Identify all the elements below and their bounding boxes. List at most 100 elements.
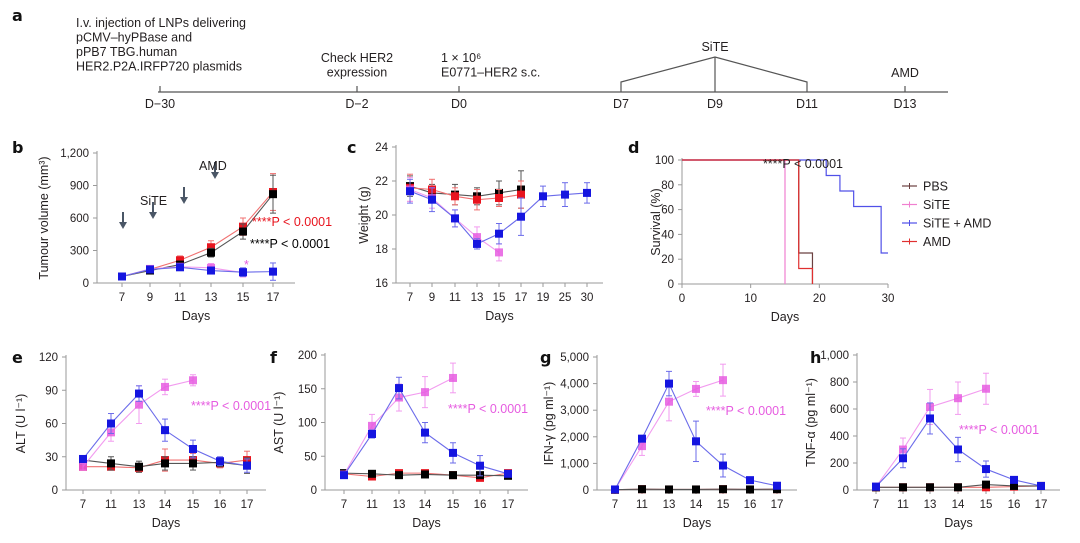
y-axis-label: TNF-α (pg ml⁻¹) xyxy=(804,378,818,467)
data-point-site xyxy=(473,233,481,242)
x-tick-label: 17 xyxy=(502,499,515,511)
data-point-site xyxy=(135,400,143,409)
x-tick-label: 10 xyxy=(744,293,757,305)
timeline-event-text: pPB7 TBG.human xyxy=(76,45,177,59)
data-point-site_amd xyxy=(216,457,224,466)
x-tick-label: 13 xyxy=(471,292,484,304)
data-point-site_amd xyxy=(421,428,429,437)
annotation-site: SiTE xyxy=(140,194,167,208)
y-tick-label: 0 xyxy=(583,485,589,497)
p-value: ****P < 0.0001 xyxy=(763,157,843,171)
data-point-site_amd xyxy=(1010,475,1018,484)
y-axis-label: ALT (U l⁻¹) xyxy=(14,394,28,454)
timeline-event-text: 1 × 10⁶ xyxy=(441,51,481,65)
y-tick-label: 400 xyxy=(830,431,849,443)
x-tick-label: 7 xyxy=(873,499,879,511)
data-point-site xyxy=(421,388,429,397)
x-tick-label: 7 xyxy=(119,292,125,304)
timeline-day-label: D9 xyxy=(707,97,723,111)
data-point-site_amd xyxy=(954,445,962,454)
data-point-pbs xyxy=(269,190,277,199)
data-point-site_amd xyxy=(428,195,436,204)
series-line-pbs xyxy=(409,185,522,197)
data-point-amd xyxy=(517,190,525,199)
y-axis-label: Tumour volume (mm³) xyxy=(37,156,51,279)
data-point-site_amd xyxy=(561,190,569,199)
x-tick-label: 7 xyxy=(341,499,347,511)
timeline-day-label: D13 xyxy=(894,97,917,111)
x-tick-label: 30 xyxy=(581,292,594,304)
data-point-site_amd xyxy=(340,471,348,480)
data-point-site_amd xyxy=(79,454,87,463)
x-axis-label: Days xyxy=(944,516,972,530)
x-tick-label: 13 xyxy=(924,499,937,511)
x-tick-label: 15 xyxy=(717,499,730,511)
x-tick-label: 14 xyxy=(690,499,703,511)
y-tick-label: 2,000 xyxy=(560,432,589,444)
data-point-pbs xyxy=(719,485,727,494)
data-point-pbs xyxy=(189,459,197,468)
x-tick-label: 13 xyxy=(205,292,218,304)
survival-curve-pbs xyxy=(682,159,814,284)
y-tick-label: 200 xyxy=(298,350,317,362)
x-tick-label: 11 xyxy=(449,292,461,304)
data-point-pbs xyxy=(449,471,457,480)
chart-tumour-volume: 0 300 600 900 1,200 Days Tumour volume (mm³) 7 9… xyxy=(37,148,332,323)
data-point-site_amd xyxy=(451,214,459,223)
x-axis-label: Days xyxy=(683,516,711,530)
x-tick-label: 7 xyxy=(407,292,413,304)
data-point-site_amd xyxy=(926,414,934,423)
data-point-pbs xyxy=(368,469,376,478)
data-point-site_amd xyxy=(692,437,700,446)
y-tick-label: 5,000 xyxy=(560,352,589,364)
timeline: D−30 D−2 D0 D7 D9 D11 D13 I.v. injection of LNP… xyxy=(76,16,948,111)
legend-label: PBS xyxy=(923,180,948,194)
series-line-site_amd xyxy=(121,266,274,278)
survival-curve-site_amd xyxy=(682,159,888,254)
y-tick-label: 900 xyxy=(70,181,89,193)
x-tick-label: 16 xyxy=(1008,499,1021,511)
x-tick-label: 13 xyxy=(133,499,146,511)
x-tick-label: 17 xyxy=(267,292,280,304)
y-axis-label: IFN-γ (pg ml⁻¹) xyxy=(542,382,556,466)
data-point-pbs xyxy=(982,480,990,489)
data-point-site xyxy=(495,248,503,257)
timeline-event-text: AMD xyxy=(891,66,919,80)
data-point-site_amd xyxy=(406,187,414,196)
timeline-day-label: D−2 xyxy=(345,97,368,111)
x-tick-label: 16 xyxy=(214,499,227,511)
y-tick-label: 18 xyxy=(375,244,388,256)
legend-label: AMD xyxy=(923,235,951,249)
data-point-pbs xyxy=(1010,481,1018,490)
y-axis-label: Weight (g) xyxy=(357,186,371,243)
data-point-pbs xyxy=(207,248,215,257)
data-point-site_amd xyxy=(146,265,154,274)
x-tick-label: 13 xyxy=(393,499,406,511)
timeline-day-label: D11 xyxy=(796,97,818,111)
data-point-site_amd xyxy=(517,212,525,221)
arrow-head-icon xyxy=(119,222,127,229)
chart-weight: 16 18 20 22 24 Days Weight (g) 7 9 11 13 15 17 19 25 30 xyxy=(357,142,603,323)
y-tick-label: 40 xyxy=(661,229,674,241)
x-axis-label: Days xyxy=(152,516,180,530)
data-point-site_amd xyxy=(107,419,115,428)
data-point-amd xyxy=(451,192,459,201)
data-point-site_amd xyxy=(746,476,754,485)
data-point-site_amd xyxy=(539,192,547,201)
data-point-site xyxy=(982,384,990,393)
data-point-site_amd xyxy=(583,188,591,197)
data-point-site_amd xyxy=(395,384,403,393)
data-point-pbs xyxy=(395,471,403,480)
y-tick-label: 0 xyxy=(843,485,849,497)
y-tick-label: 4,000 xyxy=(560,379,589,391)
chart-alt: 0 30 60 90 120 Days ALT (U l⁻¹) 7 11 13 14 15 16 17 **… xyxy=(14,352,271,530)
x-tick-label: 9 xyxy=(147,292,153,304)
data-point-pbs xyxy=(161,459,169,468)
y-tick-label: 20 xyxy=(661,254,674,266)
data-point-site xyxy=(189,376,197,385)
data-point-site_amd xyxy=(269,267,277,276)
x-tick-label: 0 xyxy=(679,293,685,305)
y-tick-label: 120 xyxy=(39,352,58,364)
data-point-site_amd xyxy=(476,461,484,470)
data-point-site xyxy=(719,376,727,385)
